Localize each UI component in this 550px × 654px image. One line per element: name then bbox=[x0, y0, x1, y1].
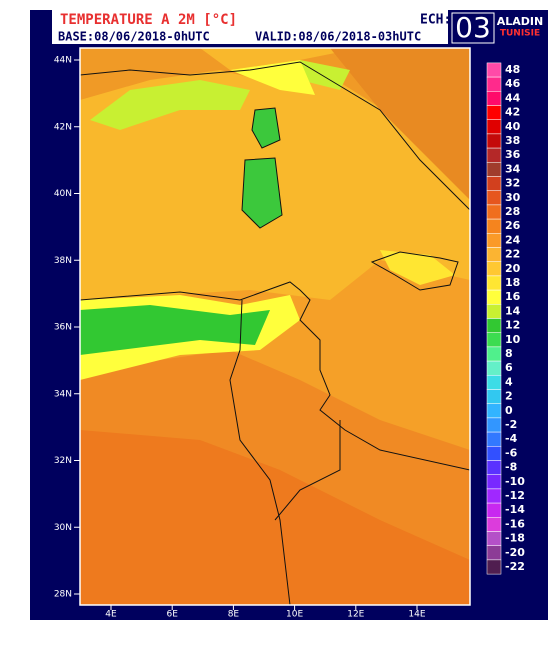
ech-value: 03 bbox=[455, 11, 491, 44]
colorbar-swatch bbox=[486, 289, 502, 305]
colorbar-swatch bbox=[486, 375, 502, 390]
colorbar-swatch bbox=[486, 488, 502, 504]
lon-label: 4E bbox=[105, 610, 117, 620]
colorbar-swatch bbox=[486, 204, 502, 220]
colorbar-label: -20 bbox=[505, 546, 525, 559]
colorbar-label: 20 bbox=[505, 262, 521, 275]
base-time: BASE:08/06/2018-0hUTC bbox=[58, 30, 210, 44]
colorbar-label: 12 bbox=[505, 319, 520, 332]
colorbar-swatch bbox=[486, 119, 502, 135]
temperature-field bbox=[80, 48, 470, 605]
colorbar-swatch bbox=[486, 218, 502, 234]
colorbar-label: 30 bbox=[505, 191, 521, 204]
colorbar-label: 4 bbox=[505, 375, 513, 388]
colorbar-label: -10 bbox=[505, 475, 525, 488]
colorbar-swatch bbox=[486, 545, 502, 561]
colorbar-label: -4 bbox=[505, 432, 518, 445]
colorbar-swatch bbox=[486, 304, 502, 319]
colorbar-swatch bbox=[486, 76, 502, 92]
colorbar-swatch bbox=[486, 502, 502, 518]
colorbar-label: 40 bbox=[505, 120, 521, 133]
lat-label: 32N bbox=[54, 456, 72, 466]
colorbar-swatch bbox=[486, 531, 502, 546]
valid-time: VALID:08/06/2018-03hUTC bbox=[255, 30, 421, 44]
ech-label: ECH: bbox=[420, 13, 451, 28]
colorbar-label: 44 bbox=[505, 91, 521, 104]
colorbar-label: 46 bbox=[505, 77, 521, 90]
colorbar-label: 18 bbox=[505, 276, 520, 289]
title: TEMPERATURE A 2M [°C] bbox=[60, 12, 237, 28]
colorbar-label: 6 bbox=[505, 361, 513, 374]
colorbar-swatch bbox=[486, 446, 502, 461]
colorbar-swatch bbox=[486, 247, 502, 262]
colorbar-label: 24 bbox=[505, 233, 521, 246]
colorbar-label: 14 bbox=[505, 304, 521, 317]
colorbar-swatch bbox=[486, 332, 502, 348]
lon-label: 6E bbox=[166, 610, 178, 620]
colorbar-label: 36 bbox=[505, 148, 521, 161]
lat-label: 38N bbox=[54, 256, 72, 266]
colorbar-swatch bbox=[486, 105, 502, 120]
colorbar-swatch bbox=[486, 62, 502, 78]
colorbar-label: 16 bbox=[505, 290, 521, 303]
colorbar-label: -8 bbox=[505, 461, 517, 474]
colorbar-label: -14 bbox=[505, 503, 525, 516]
colorbar-label: 34 bbox=[505, 162, 521, 175]
colorbar-swatch bbox=[486, 346, 502, 362]
colorbar-swatch bbox=[486, 162, 502, 177]
colorbar-label: 10 bbox=[505, 333, 521, 346]
colorbar-label: 0 bbox=[505, 404, 513, 417]
colorbar-swatch bbox=[486, 474, 502, 490]
colorbar-swatch bbox=[486, 233, 502, 248]
lat-label: 30N bbox=[54, 523, 72, 533]
lon-label: 14E bbox=[408, 610, 425, 620]
country-name: TUNISIE bbox=[500, 29, 540, 39]
colorbar-swatch bbox=[486, 389, 502, 404]
lat-label: 28N bbox=[54, 590, 72, 600]
lat-label: 36N bbox=[54, 323, 72, 333]
colorbar-swatch bbox=[486, 133, 502, 149]
lon-label: 12E bbox=[347, 610, 364, 620]
colorbar-label: 28 bbox=[505, 205, 520, 218]
model-name: ALADIN bbox=[497, 15, 543, 28]
colorbar-swatch bbox=[486, 517, 502, 532]
lon-label: 10E bbox=[286, 610, 303, 620]
colorbar-label: 26 bbox=[505, 219, 521, 232]
colorbar-swatch bbox=[486, 460, 502, 475]
colorbar-label: 38 bbox=[505, 134, 520, 147]
colorbar-swatch bbox=[486, 431, 502, 447]
colorbar-label: -18 bbox=[505, 532, 525, 545]
header-box bbox=[52, 10, 448, 44]
lat-label: 40N bbox=[54, 189, 72, 199]
colorbar-swatch bbox=[486, 176, 502, 191]
colorbar-swatch bbox=[486, 318, 502, 333]
colorbar-swatch bbox=[486, 403, 502, 419]
colorbar-label: 22 bbox=[505, 248, 520, 261]
colorbar-label: 2 bbox=[505, 390, 513, 403]
colorbar-swatch bbox=[486, 147, 502, 163]
colorbar-swatch bbox=[486, 91, 502, 106]
colorbar-label: 32 bbox=[505, 177, 520, 190]
lat-label: 44N bbox=[54, 56, 72, 66]
lat-label: 34N bbox=[54, 389, 72, 399]
colorbar-swatch bbox=[486, 360, 502, 376]
colorbar-label: 42 bbox=[505, 106, 520, 119]
colorbar-label: -22 bbox=[505, 560, 525, 573]
colorbar-swatch bbox=[486, 261, 502, 277]
colorbar-swatch bbox=[486, 190, 502, 206]
colorbar-label: -12 bbox=[505, 489, 525, 502]
colorbar-label: 48 bbox=[505, 63, 520, 76]
lat-label: 42N bbox=[54, 122, 72, 132]
lon-label: 8E bbox=[228, 610, 240, 620]
colorbar-swatch bbox=[486, 417, 502, 433]
colorbar-label: 8 bbox=[505, 347, 513, 360]
colorbar-swatch bbox=[486, 275, 502, 291]
colorbar-label: -2 bbox=[505, 418, 517, 431]
ech-box bbox=[451, 12, 495, 44]
colorbar-label: -6 bbox=[505, 446, 518, 459]
colorbar-swatch bbox=[486, 559, 502, 575]
colorbar-label: -16 bbox=[505, 517, 525, 530]
